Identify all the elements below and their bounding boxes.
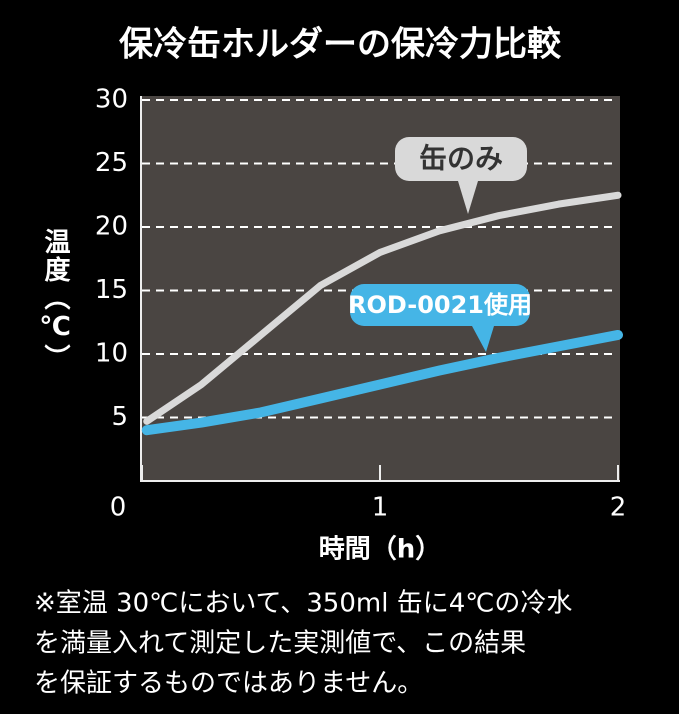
note: を保証するものではありません。 bbox=[34, 669, 423, 699]
note: ※室温 30℃において、350ml 缶に4℃の冷水 bbox=[34, 589, 572, 619]
legend-label: ROD-0021使用 bbox=[348, 291, 532, 319]
legend-box bbox=[350, 284, 530, 326]
legend-pointer bbox=[458, 181, 478, 214]
x-axis-label: 時間（h） bbox=[319, 535, 442, 565]
y-axis-label: 温度（℃） bbox=[40, 228, 70, 372]
y-tick-label: 5 bbox=[111, 402, 128, 432]
y-tick-label: 25 bbox=[95, 148, 128, 178]
note: を満量入れて測定した実測値で、この結果 bbox=[34, 629, 526, 659]
legend-box bbox=[395, 137, 527, 181]
x-tick-label: 1 bbox=[372, 493, 389, 523]
y-tick-label: 10 bbox=[95, 339, 128, 369]
x-tick-label: 2 bbox=[610, 493, 627, 523]
chart-title: 保冷缶ホルダーの保冷力比較 bbox=[119, 25, 562, 65]
x-tick-label: 0 bbox=[110, 493, 127, 523]
line bbox=[141, 329, 623, 436]
y-tick-label: 30 bbox=[95, 85, 128, 115]
y-tick-label: 15 bbox=[95, 275, 128, 305]
legend-label: 缶のみ bbox=[419, 142, 503, 175]
y-tick-label: 20 bbox=[95, 212, 128, 242]
legend-pointer bbox=[472, 326, 494, 352]
line bbox=[143, 191, 622, 425]
